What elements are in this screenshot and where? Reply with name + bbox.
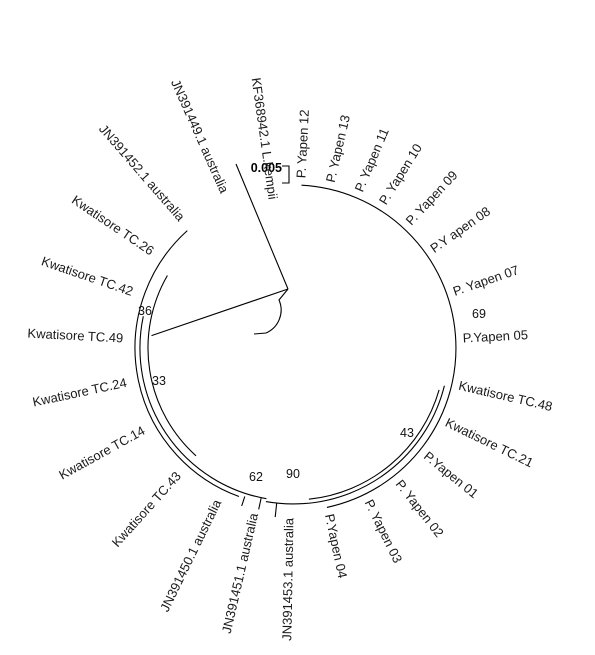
taxon-label-p-yapen-02: P. Yapen 02 [393,477,447,540]
taxon-label-p-yapen-04: P.Yapen 04 [322,513,350,580]
stub-node-90 [274,503,278,518]
taxon-label-p-yapen-09: P. Yapen 09 [403,168,461,228]
inner-arc-c [139,316,267,500]
taxon-label-jn391451-1: JN391451.1 australia [219,511,261,635]
bootstrap-values: 69 43 90 62 33 36 [138,304,486,484]
inner-arc-d [265,501,304,505]
scale-bar: 0.005 [251,161,290,184]
bootstrap-node-43: 43 [400,426,414,440]
outgroup-branch-kempii [235,163,289,290]
root-branch [151,288,289,337]
taxon-label-kwatisore-tc-21: Kwatisore TC.21 [443,415,536,471]
bootstrap-node-36: 36 [138,304,152,318]
left-arc-outer [134,230,240,498]
bootstrap-node-33: 33 [152,374,166,388]
scale-bar-label: 0.005 [251,161,282,175]
root-junction [253,288,289,335]
scale-bar-line [282,165,290,184]
taxon-label-kwatisore-tc-48: Kwatisore TC.48 [457,378,554,414]
taxon-labels: P. Yapen 12 P. Yapen 13P. Yapen 11P. Yape… [27,77,554,641]
taxon-label-p-yapen-13: P. Yapen 13 [323,114,353,184]
taxon-label-jn391452-1: JN391452.1 australia [96,121,188,224]
taxon-label-kwatisore-tc-49: Kwatisore TC.49 [27,326,124,346]
tree-branches [134,163,457,518]
taxon-label-kf368942-1: KF368942.1 L.kempii [249,77,281,201]
bootstrap-node-69: 69 [472,307,486,321]
taxon-label-p-yapen-07: P. Yapen 07 [451,262,521,299]
stub-jn391451 [241,496,246,507]
taxon-label-p-yapen-01: P.Yapen 01 [421,448,481,501]
taxon-label-kwatisore-tc-24: Kwatisore TC.24 [31,375,128,410]
inner-arc-a [303,385,445,505]
taxon-label-kwatisore-tc-43: Kwatisore TC.43 [109,469,184,550]
taxon-label-p-yapen-05: P.Yapen 05 [462,327,528,345]
taxon-label-p-yapen-03: P. Yapen 03 [362,497,406,565]
taxon-label-p-yapen-12: P. Yapen 12 [293,109,312,178]
outer-clade-arc [301,184,457,508]
taxon-label-kwatisore-tc-26: Kwatisore TC.26 [69,192,157,258]
taxon-label-kwatisore-tc-14: Kwatisore TC.14 [56,423,147,483]
left-arc-inner [147,275,197,457]
taxon-label-p-yapen-08: P.Y apen 08 [427,204,493,256]
bootstrap-node-90: 90 [286,467,300,481]
inner-arc-b [308,389,440,500]
stub-jn391453 [258,497,262,510]
taxon-label-jn391450-1: JN391450.1 australia [157,496,225,614]
taxon-label-jn391453-1: JN391453.1 australia [279,517,296,641]
taxon-label-kwatisore-tc-42: Kwatisore TC.42 [40,253,136,298]
taxon-label-jn391449-1: JN391449.1 australia [168,77,232,196]
bootstrap-node-62: 62 [249,470,263,484]
